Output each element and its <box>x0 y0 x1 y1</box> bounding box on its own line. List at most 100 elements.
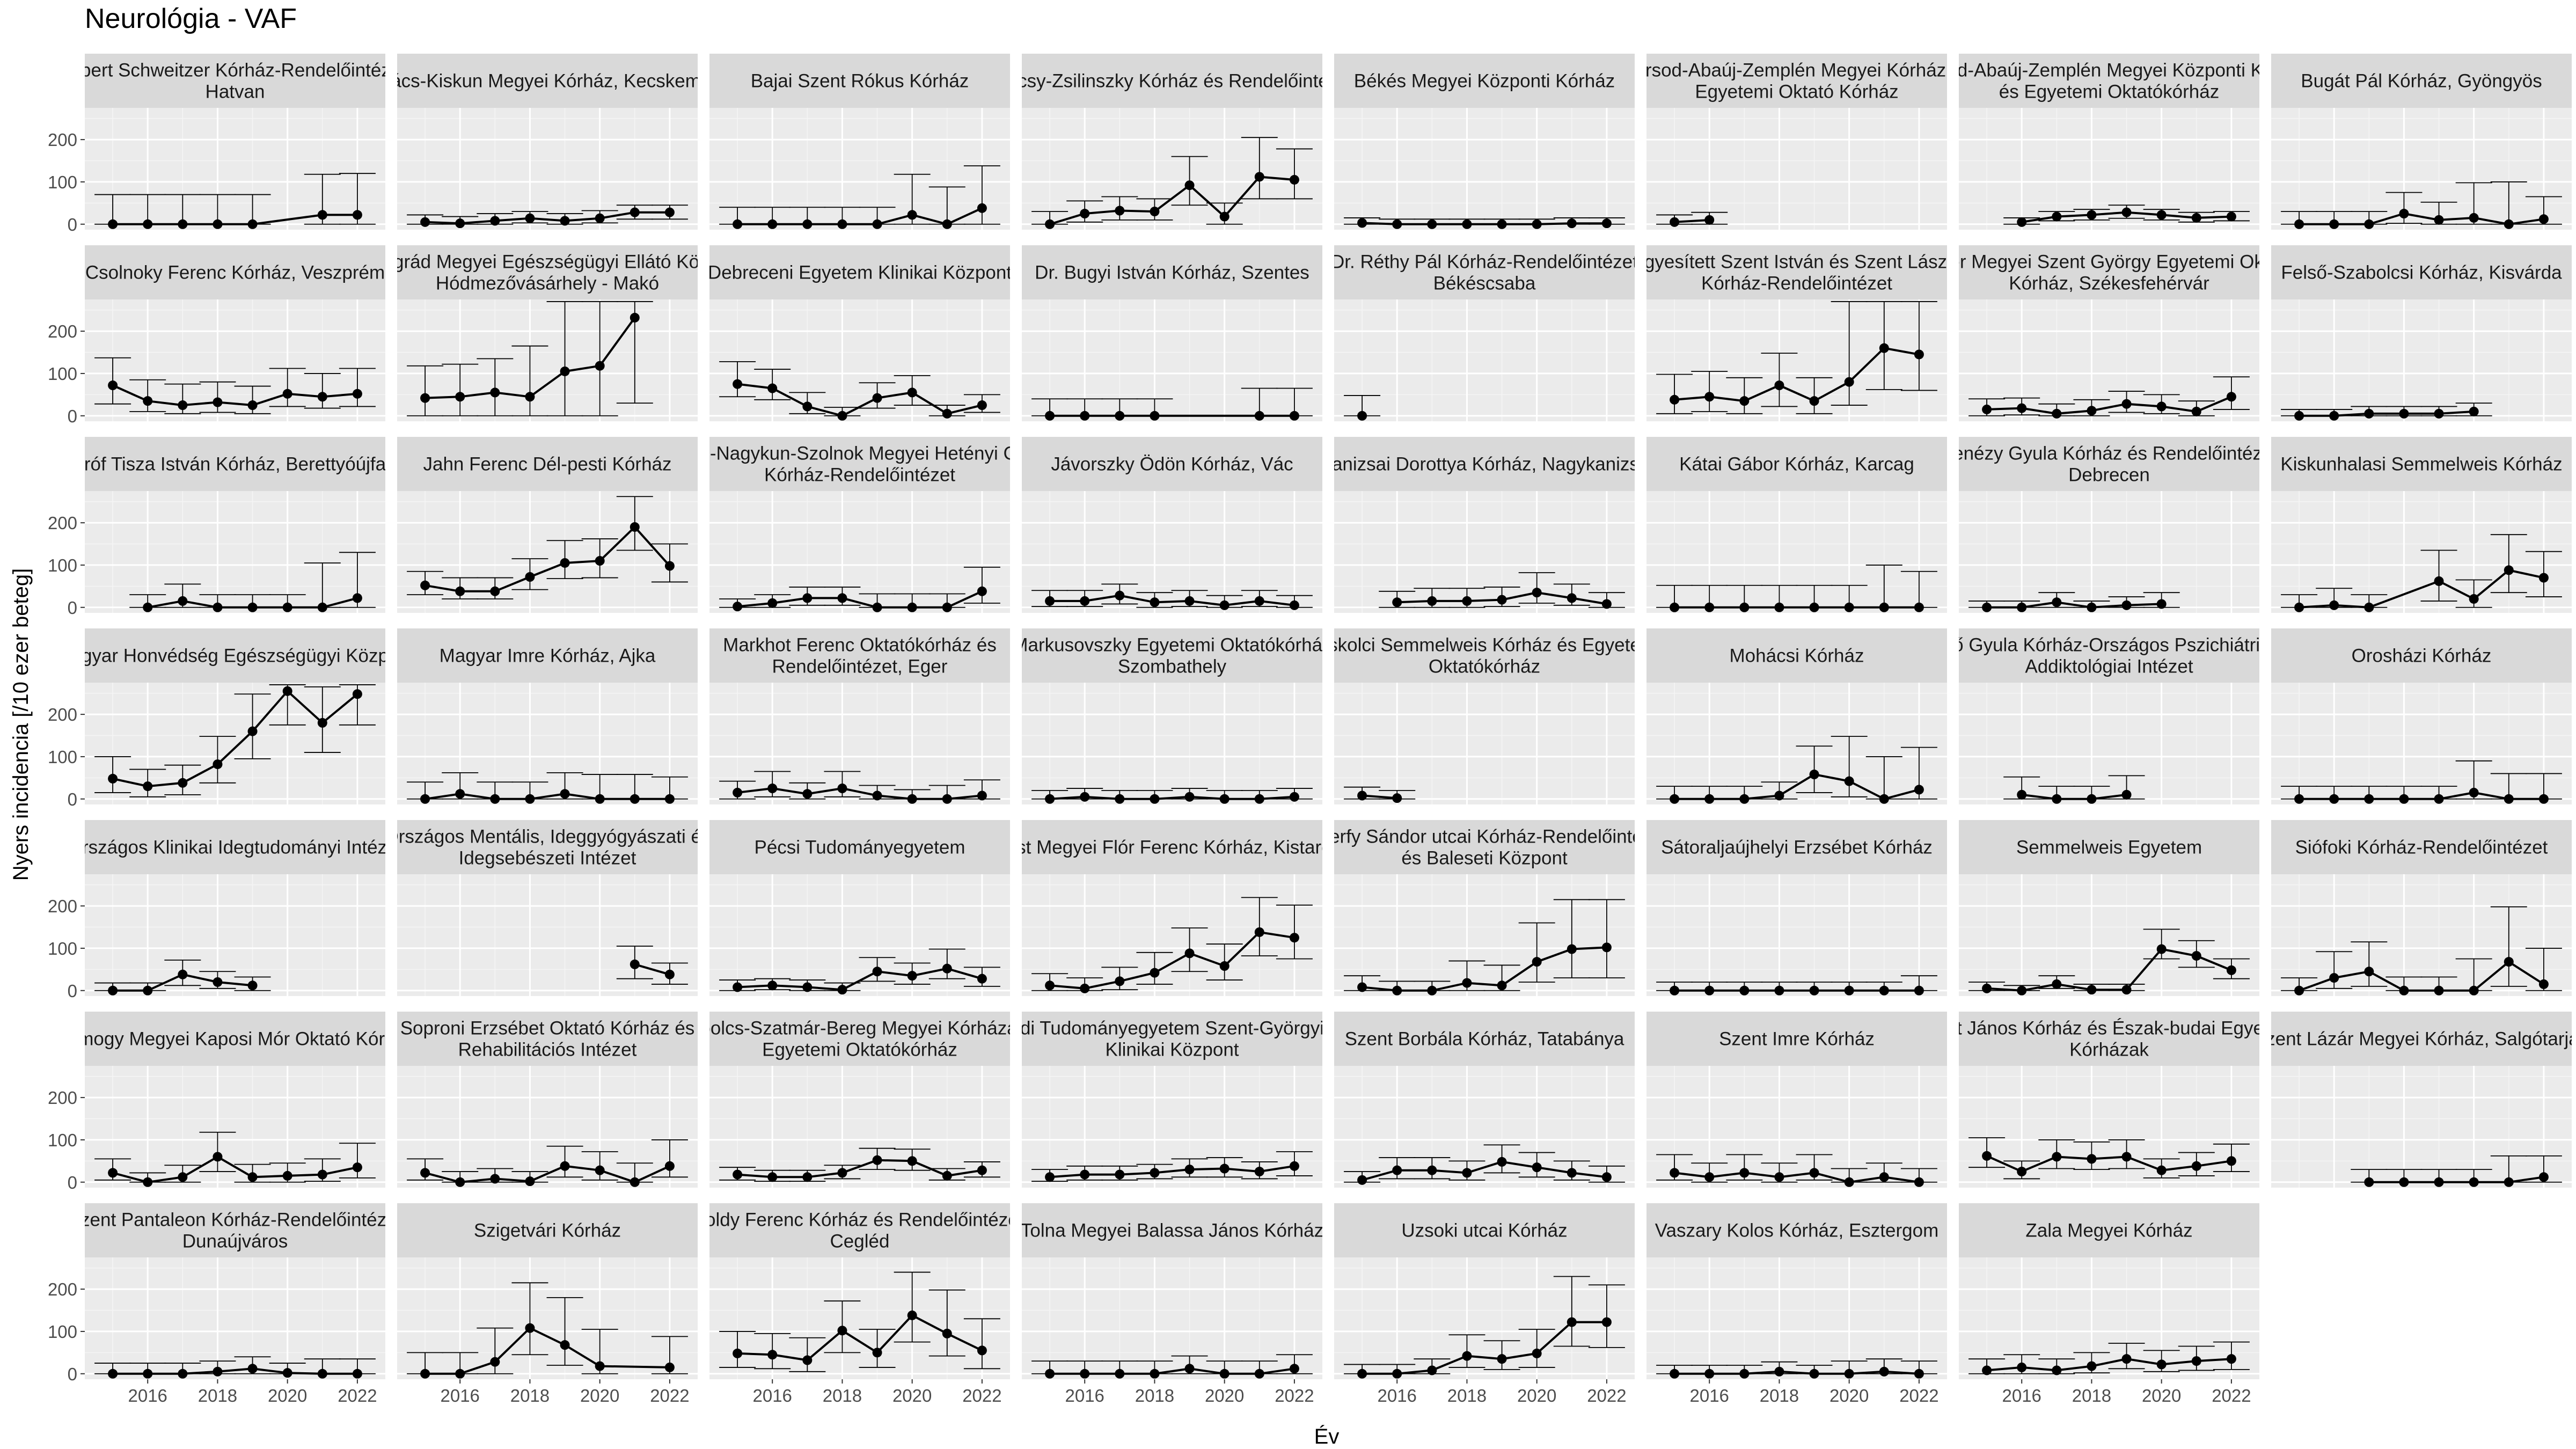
data-point <box>2121 1354 2132 1364</box>
facet-strip <box>709 1012 1010 1066</box>
data-point <box>1601 218 1612 229</box>
data-point <box>1392 1368 1402 1379</box>
facet-strip-label: Zala Megyei Kórház <box>2025 1220 2192 1241</box>
data-point <box>1392 597 1402 608</box>
plot-background <box>2271 874 2572 996</box>
facet-strip-label: Bács-Kiskun Megyei Kórház, Kecskemét <box>378 71 717 92</box>
data-point <box>1809 602 1819 612</box>
data-point <box>1080 1169 1090 1180</box>
facet-strip-label: Szent Borbála Kórház, Tatabánya <box>1345 1029 1624 1050</box>
data-point <box>1254 794 1264 804</box>
data-point <box>837 593 847 603</box>
facet-strip-line: Szent Imre Kórház <box>1719 1029 1875 1050</box>
series <box>94 684 376 797</box>
data-point <box>143 781 153 792</box>
data-point <box>1774 1172 1784 1182</box>
data-point <box>733 787 743 797</box>
facet-strip-line: Országos Klinikai Idegtudományi Intézet <box>68 837 403 858</box>
series <box>407 204 688 229</box>
data-point <box>802 401 813 412</box>
data-point <box>1567 1317 1577 1327</box>
facet-strip-line: Zala Megyei Kórház <box>2025 1220 2192 1241</box>
facet-strip <box>1022 1012 1322 1066</box>
data-point <box>560 216 570 226</box>
data-point <box>2121 207 2132 217</box>
facet-panel: Szent Pantaleon Kórház-Rendelőintézet Dun… <box>48 1203 385 1406</box>
plot-background <box>1646 108 1947 230</box>
data-point <box>525 392 535 402</box>
data-point <box>1844 985 1854 996</box>
plot-background <box>1959 683 2259 804</box>
facet-strip <box>1959 245 2259 299</box>
series <box>1344 1144 1625 1185</box>
facet-strip-label: Csolnoky Ferenc Kórház, Veszprém <box>85 262 385 283</box>
series-line <box>425 1165 670 1183</box>
facet-strip-label: Szabolcs-Szatmár-Bereg Megyei Kórházak é… <box>668 1018 1052 1060</box>
data-point <box>2017 1362 2027 1372</box>
plot-background <box>1022 491 1322 613</box>
x-tick-label: 2022 <box>1899 1386 1938 1406</box>
series-line <box>112 384 358 407</box>
data-point <box>1601 942 1612 953</box>
data-point <box>2364 1177 2374 1187</box>
data-point <box>2052 794 2062 804</box>
facet-panel: Soproni Erzsébet Oktató Kórház és Rehabil… <box>397 1012 698 1188</box>
data-point <box>1497 1354 1507 1364</box>
series <box>719 1271 1000 1372</box>
series <box>1344 899 1625 996</box>
data-point <box>143 396 153 406</box>
plot-background <box>1334 1257 1635 1379</box>
facet-strip-label: Tolna Megyei Balassa János Kórház <box>1021 1220 1323 1241</box>
data-point <box>178 1368 188 1379</box>
data-point <box>1844 377 1854 387</box>
plot-background <box>2271 108 2572 230</box>
plot-background <box>1022 299 1322 421</box>
facet-strip-label: Nyírő Gyula Kórház-Országos Pszichiátria… <box>1919 635 2300 677</box>
facet-strip <box>1022 820 1322 874</box>
series-line <box>737 787 983 800</box>
data-point <box>1532 588 1542 598</box>
facet-strip-label: Dr. Bugyi István Kórház, Szentes <box>1035 262 1309 283</box>
facet-strip-line: Orosházi Kórház <box>2352 646 2492 667</box>
data-point <box>907 602 917 612</box>
data-point <box>213 759 223 770</box>
data-point <box>907 794 917 804</box>
data-point <box>178 219 188 229</box>
series-line <box>2299 212 2544 225</box>
series <box>1344 1276 1625 1379</box>
data-point <box>317 718 327 728</box>
data-point <box>1497 980 1507 991</box>
data-point <box>455 1368 465 1379</box>
data-point <box>1567 1168 1577 1178</box>
facet-strip <box>2271 54 2572 108</box>
facet-strip <box>85 1203 385 1257</box>
data-point <box>2504 1177 2514 1187</box>
facet-strip-line: Cegléd <box>830 1231 890 1252</box>
series-line <box>425 793 670 800</box>
data-point <box>2504 219 2514 229</box>
data-point <box>1982 602 1992 612</box>
series <box>2281 402 2492 421</box>
data-point <box>837 219 847 229</box>
plot-background <box>709 683 1010 804</box>
data-point <box>2538 1172 2549 1182</box>
facet-strip-line: Markhot Ferenc Oktatókórház és <box>723 635 997 656</box>
facet-strip-line: Pécsi Tudományegyetem <box>755 837 965 858</box>
series-line <box>2299 791 2544 800</box>
data-point <box>1774 1366 1784 1377</box>
facet-strip-line: Debrecen <box>2068 465 2150 486</box>
gridlines <box>1959 874 2259 996</box>
x-tick-label: 2018 <box>1447 1386 1487 1406</box>
facet-panel: Siófoki Kórház-Rendelőintézet <box>2271 820 2572 996</box>
data-point <box>2087 985 2097 995</box>
data-point <box>1080 209 1090 219</box>
data-point <box>802 789 813 799</box>
facet-strip <box>397 628 698 683</box>
data-point <box>2538 979 2549 989</box>
plot-background <box>709 874 1010 996</box>
facet-strip <box>2271 820 2572 874</box>
data-point <box>1427 1365 1437 1375</box>
facet-strip-label: Debreceni Egyetem Klinikai Központ <box>708 262 1012 283</box>
data-point <box>767 219 778 229</box>
series-line <box>1987 396 2232 415</box>
